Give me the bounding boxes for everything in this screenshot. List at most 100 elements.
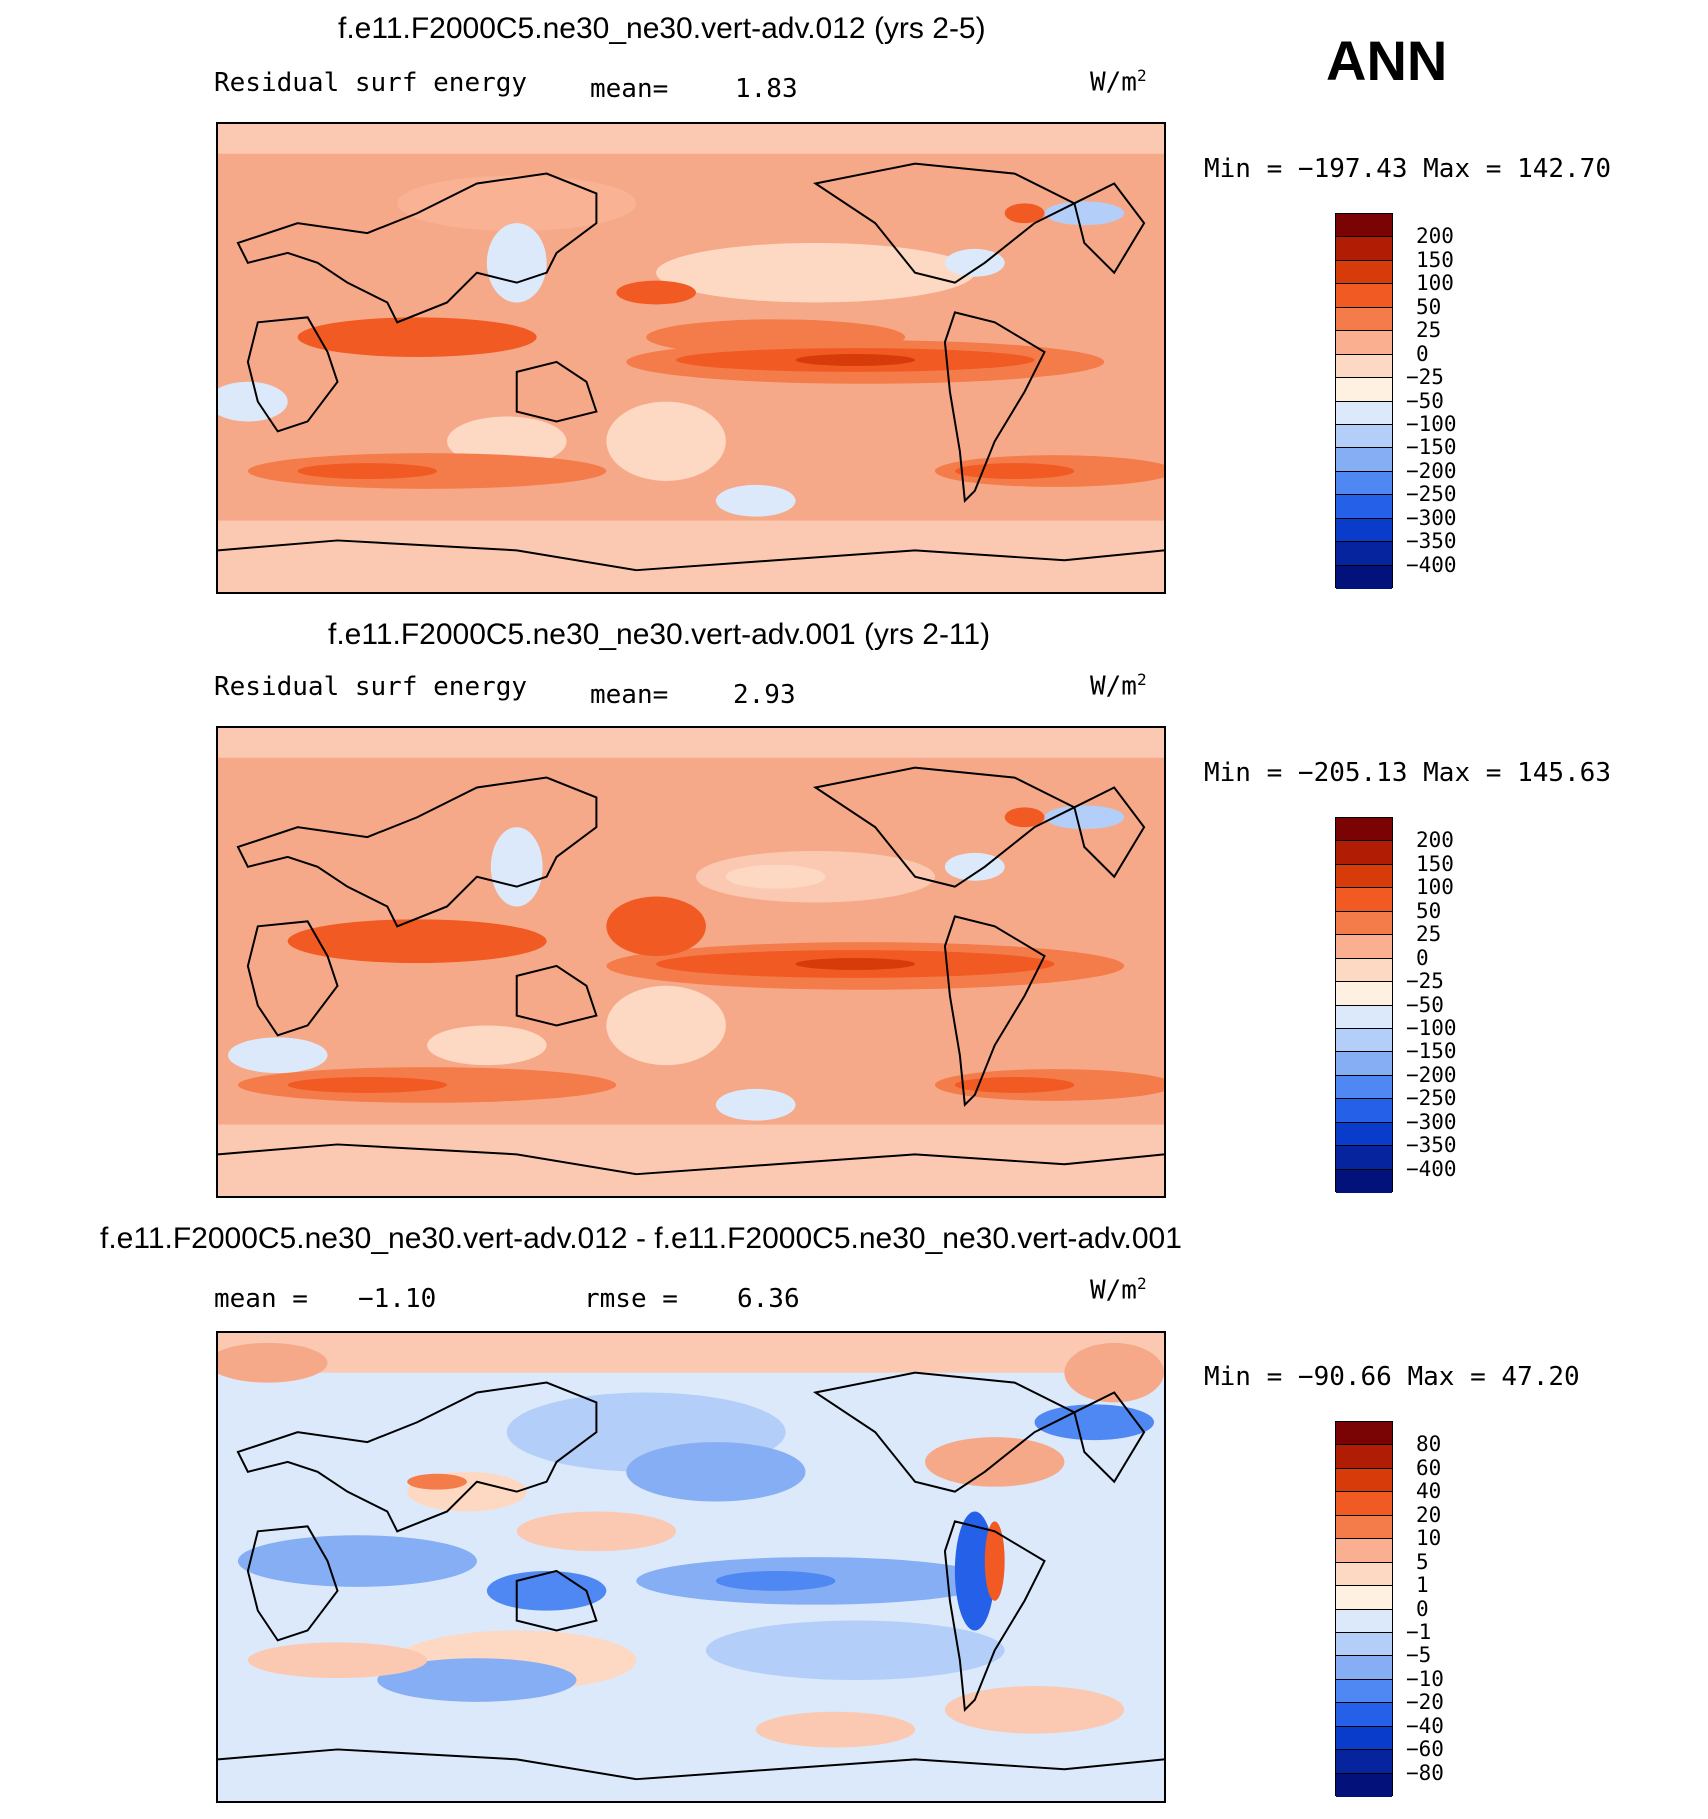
colorbar-tick-label: −200 — [1406, 1062, 1457, 1087]
panel2-mean-value: 2.93 — [733, 680, 796, 710]
colorbar-segment — [1336, 307, 1392, 332]
colorbar-tick-label: 0 — [1416, 945, 1429, 970]
panel3-title: f.e11.F2000C5.ne30_ne30.vert-adv.012 - f… — [100, 1222, 1182, 1255]
season-label: ANN — [1326, 29, 1448, 92]
colorbar-tick-label: 150 — [1416, 851, 1454, 876]
colorbar-tick-label: 5 — [1416, 1549, 1429, 1574]
panel2-mean-label: mean= — [590, 680, 669, 710]
colorbar-tick-label: 0 — [1416, 341, 1429, 366]
colorbar-tick-label: −25 — [1406, 365, 1444, 390]
colorbar-segment — [1336, 354, 1392, 379]
colorbar-tick-label: −150 — [1406, 1039, 1457, 1064]
colorbar-tick-label: −50 — [1406, 388, 1444, 413]
colorbar-segment — [1336, 888, 1392, 912]
colorbar-tick-label: −400 — [1406, 1156, 1457, 1181]
panel3-map — [216, 1331, 1166, 1803]
colorbar-segment — [1336, 214, 1392, 238]
panel1-minmax: Min = −197.43 Max = 142.70 — [1204, 154, 1611, 184]
colorbar-segment — [1336, 518, 1392, 543]
colorbar-tick-label: −80 — [1406, 1760, 1444, 1785]
colorbar-segment — [1336, 1075, 1392, 1100]
panel3-rmse-label: rmse = — [584, 1284, 678, 1314]
colorbar-segment — [1336, 864, 1392, 889]
colorbar-segment — [1336, 237, 1392, 261]
colorbar-segment — [1336, 1445, 1392, 1469]
panel3-rmse-value: 6.36 — [737, 1284, 800, 1314]
colorbar-segment — [1336, 1146, 1392, 1170]
colorbar-tick-label: 20 — [1416, 1502, 1442, 1527]
colorbar-tick-label: 50 — [1416, 898, 1442, 923]
colorbar-tick-label: −60 — [1406, 1737, 1444, 1762]
colorbar-tick-label: −200 — [1406, 458, 1457, 483]
colorbar-segment — [1336, 1028, 1392, 1053]
panel1-colorbar — [1335, 213, 1393, 589]
colorbar-tick-label: −1 — [1406, 1619, 1432, 1644]
colorbar-segment — [1336, 260, 1392, 285]
colorbar-segment — [1336, 911, 1392, 936]
colorbar-segment — [1336, 284, 1392, 308]
colorbar-tick-label: 0 — [1416, 1596, 1429, 1621]
colorbar-tick-label: −5 — [1406, 1643, 1432, 1668]
colorbar-segment — [1336, 542, 1392, 566]
colorbar-tick-label: −10 — [1406, 1666, 1444, 1691]
panel2-units: W/m2 — [1090, 670, 1147, 702]
colorbar-tick-label: 100 — [1416, 271, 1454, 296]
colorbar-segment — [1336, 401, 1392, 425]
colorbar-tick-label: −350 — [1406, 1133, 1457, 1158]
colorbar-segment — [1336, 1099, 1392, 1123]
colorbar-tick-label: −300 — [1406, 1109, 1457, 1134]
panel2-title: f.e11.F2000C5.ne30_ne30.vert-adv.001 (yr… — [328, 618, 991, 651]
colorbar-segment — [1336, 1656, 1392, 1680]
colorbar-segment — [1336, 1539, 1392, 1563]
colorbar-segment — [1336, 331, 1392, 355]
colorbar-segment — [1336, 1586, 1392, 1610]
colorbar-tick-label: 200 — [1416, 828, 1454, 853]
colorbar-segment — [1336, 565, 1392, 589]
panel2-variable-label: Residual surf energy — [214, 672, 528, 702]
colorbar-tick-label: −50 — [1406, 992, 1444, 1017]
panel2-colorbar — [1335, 817, 1393, 1193]
colorbar-segment — [1336, 1169, 1392, 1193]
colorbar-segment — [1336, 1468, 1392, 1493]
colorbar-segment — [1336, 818, 1392, 842]
colorbar-tick-label: −100 — [1406, 411, 1457, 436]
colorbar-tick-label: −20 — [1406, 1690, 1444, 1715]
colorbar-segment — [1336, 424, 1392, 449]
colorbar-segment — [1336, 1773, 1392, 1797]
colorbar-segment — [1336, 1703, 1392, 1727]
colorbar-tick-label: 100 — [1416, 875, 1454, 900]
colorbar-tick-label: 200 — [1416, 224, 1454, 249]
panel2-field-plot — [218, 728, 1164, 1196]
panel3-mean-label: mean = — [214, 1284, 308, 1314]
colorbar-segment — [1336, 1726, 1392, 1751]
colorbar-tick-label: 1 — [1416, 1573, 1429, 1598]
colorbar-segment — [1336, 841, 1392, 865]
colorbar-tick-label: −250 — [1406, 482, 1457, 507]
colorbar-tick-label: −100 — [1406, 1015, 1457, 1040]
panel3-field-plot — [218, 1333, 1164, 1801]
colorbar-tick-label: 25 — [1416, 922, 1442, 947]
colorbar-segment — [1336, 958, 1392, 983]
panel1-mean-label: mean= — [590, 74, 669, 104]
colorbar-segment — [1336, 471, 1392, 496]
colorbar-tick-label: 25 — [1416, 318, 1442, 343]
colorbar-segment — [1336, 1422, 1392, 1446]
colorbar-tick-label: −40 — [1406, 1713, 1444, 1738]
colorbar-segment — [1336, 1492, 1392, 1516]
colorbar-segment — [1336, 1052, 1392, 1076]
colorbar-tick-label: −150 — [1406, 435, 1457, 460]
colorbar-segment — [1336, 378, 1392, 402]
colorbar-tick-label: 40 — [1416, 1479, 1442, 1504]
panel1-units: W/m2 — [1090, 66, 1147, 98]
panel1-mean-value: 1.83 — [735, 74, 798, 104]
colorbar-segment — [1336, 495, 1392, 519]
colorbar-tick-label: 60 — [1416, 1455, 1442, 1480]
colorbar-segment — [1336, 982, 1392, 1006]
colorbar-tick-label: −300 — [1406, 505, 1457, 530]
colorbar-segment — [1336, 1750, 1392, 1774]
colorbar-tick-label: 50 — [1416, 294, 1442, 319]
panel3-mean-value: −1.10 — [358, 1284, 437, 1314]
panel1-field-plot — [218, 124, 1164, 592]
colorbar-tick-label: −250 — [1406, 1086, 1457, 1111]
panel2-minmax: Min = −205.13 Max = 145.63 — [1204, 758, 1611, 788]
